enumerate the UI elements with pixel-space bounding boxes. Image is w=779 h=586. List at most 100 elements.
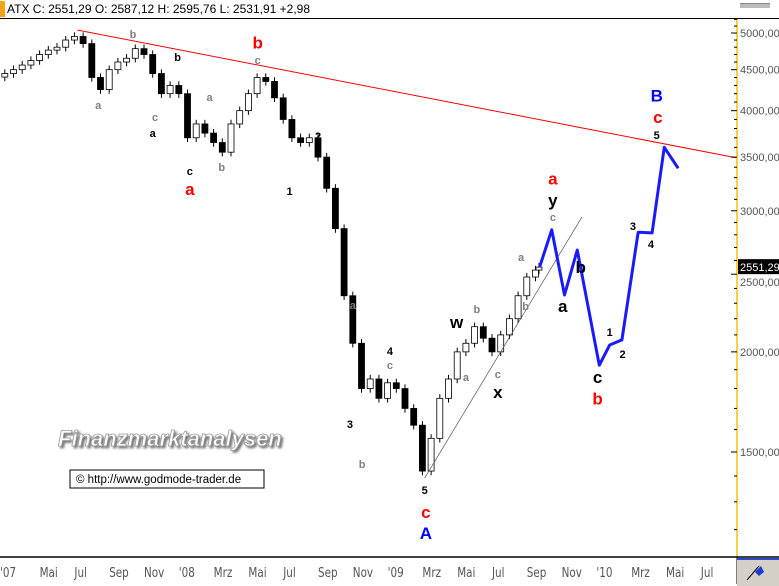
- candle: [305, 137, 313, 143]
- y-tick-label: 3000,00: [740, 206, 779, 218]
- x-tick-label: '07: [0, 565, 16, 580]
- wave-label: c: [187, 166, 193, 178]
- candle: [1, 73, 9, 78]
- wave-label: c: [152, 112, 158, 124]
- x-tick-label: Mai: [248, 565, 266, 580]
- candle: [514, 295, 522, 320]
- x-tick-label: Jul: [74, 565, 87, 580]
- wave-label: c: [593, 368, 602, 387]
- candle: [218, 142, 226, 153]
- x-tick-label: Jul: [282, 565, 295, 580]
- candle: [349, 295, 357, 344]
- candle: [105, 69, 113, 90]
- candle: [123, 57, 130, 63]
- wave-label: b: [174, 52, 181, 64]
- x-tick-label: Sep: [527, 565, 547, 580]
- candle: [53, 46, 61, 51]
- wave-label: 4: [648, 239, 655, 251]
- candle: [131, 48, 139, 59]
- wave-label: 1: [607, 327, 613, 339]
- x-tick-label: '10: [596, 565, 612, 580]
- x-tick-label: Nov: [353, 565, 373, 580]
- header-marker: [0, 1, 5, 17]
- candle: [10, 69, 17, 74]
- support-trendline: [424, 216, 583, 479]
- x-tick-label: Mai: [457, 565, 475, 580]
- wave-label: c: [653, 108, 662, 127]
- wave-label: b: [592, 390, 602, 409]
- wave-label: x: [493, 383, 503, 402]
- last-price-label: 2551,29: [740, 262, 779, 274]
- wave-label: 2: [315, 131, 321, 143]
- wave-label: 4: [387, 346, 394, 358]
- candle: [523, 276, 531, 297]
- candle: [227, 123, 235, 153]
- wave-label: a: [558, 297, 568, 316]
- candle: [340, 228, 348, 297]
- x-tick-label: '08: [179, 565, 195, 580]
- candle: [157, 73, 165, 95]
- resistance-trendline: [77, 29, 737, 159]
- candle: [314, 137, 322, 158]
- candle: [271, 81, 278, 99]
- candle: [62, 39, 70, 48]
- wave-projection-line: [538, 145, 680, 367]
- candle: [375, 378, 383, 399]
- x-tick-label: Mrz: [631, 565, 650, 580]
- x-tick-label: Sep: [318, 565, 338, 580]
- copyright-box: [69, 469, 265, 489]
- window-button[interactable]: [740, 3, 770, 8]
- candle: [97, 77, 104, 90]
- wave-label: a: [95, 100, 102, 112]
- wave-label: w: [449, 313, 464, 332]
- candle: [427, 437, 435, 472]
- x-tick-label: Nov: [144, 565, 164, 580]
- y-tick-label: 2500,00: [740, 277, 779, 289]
- wave-label: a: [206, 92, 213, 104]
- y-tick-label: 2000,00: [740, 347, 779, 359]
- x-tick-label: Mrz: [214, 565, 233, 580]
- candle: [462, 342, 470, 353]
- x-tick-label: Mrz: [422, 565, 441, 580]
- candle: [192, 123, 200, 139]
- wave-label: 5: [654, 130, 660, 142]
- candle: [140, 48, 148, 55]
- draw-tool-button[interactable]: [737, 558, 779, 586]
- wave-label: c: [255, 55, 261, 67]
- candle: [535, 266, 543, 271]
- candle: [18, 64, 26, 71]
- wave-label: b: [522, 301, 529, 313]
- candle: [279, 97, 287, 120]
- x-tick-label: Jul: [491, 565, 504, 580]
- candle: [244, 93, 252, 112]
- wave-label: a: [185, 180, 195, 199]
- wave-label: a: [350, 300, 357, 312]
- y-tick-label: 3500,00: [740, 152, 779, 164]
- y-tick-label: 1500,00: [740, 447, 779, 459]
- candle: [166, 85, 174, 95]
- candle: [331, 187, 339, 230]
- y-tick-label: 4500,00: [740, 65, 779, 77]
- wave-label: c: [550, 212, 556, 224]
- candle: [401, 388, 409, 409]
- copyright-text: © http://www.godmode-trader.de: [76, 474, 241, 486]
- wave-label: b: [252, 33, 262, 52]
- wave-label: a: [518, 252, 525, 264]
- candle: [114, 61, 122, 71]
- pen-icon: [746, 565, 764, 581]
- candle: [184, 93, 191, 139]
- wave-label: A: [420, 524, 432, 543]
- candle: [505, 318, 513, 336]
- candle: [175, 85, 183, 95]
- candle: [366, 378, 374, 389]
- candle: [201, 123, 209, 134]
- wave-label: b: [359, 459, 366, 471]
- last-price-tag: [738, 259, 779, 275]
- wave-label: 3: [630, 221, 636, 233]
- candle: [36, 54, 43, 61]
- wave-label: c: [387, 360, 393, 372]
- candle: [323, 156, 331, 189]
- wave-label: 1: [287, 186, 293, 198]
